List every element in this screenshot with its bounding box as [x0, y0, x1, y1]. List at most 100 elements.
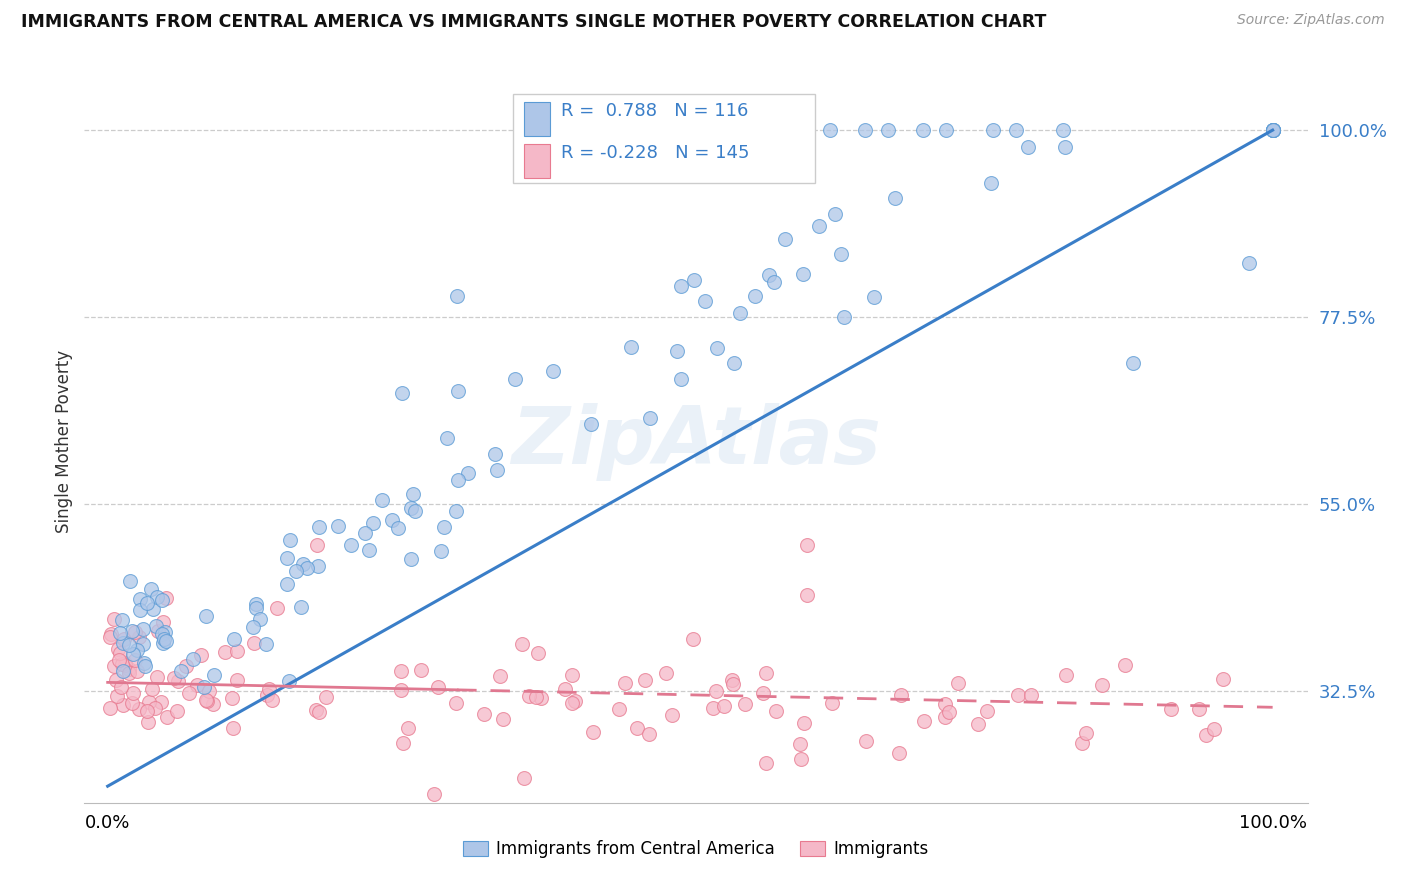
Point	[103, 659, 125, 673]
Point	[980, 176, 1002, 190]
Point	[121, 696, 143, 710]
Point	[1261, 123, 1284, 137]
Point	[661, 707, 683, 722]
Point	[111, 664, 134, 678]
Point	[855, 734, 877, 748]
Point	[163, 671, 186, 685]
Point	[104, 673, 127, 688]
Point	[392, 736, 415, 750]
Point	[146, 670, 169, 684]
Point	[436, 431, 458, 445]
Point	[134, 658, 156, 673]
Point	[824, 207, 846, 221]
Point	[260, 692, 283, 706]
Point	[156, 710, 179, 724]
Point	[582, 724, 605, 739]
Point	[402, 487, 425, 501]
Point	[128, 630, 150, 644]
Point	[1261, 123, 1284, 137]
Point	[290, 599, 312, 614]
Point	[190, 648, 212, 662]
Point	[513, 771, 536, 785]
Point	[353, 526, 375, 541]
Point	[620, 339, 643, 353]
Point	[111, 613, 134, 627]
Text: R = -0.228   N = 145: R = -0.228 N = 145	[561, 145, 749, 162]
Point	[305, 703, 328, 717]
Point	[226, 673, 249, 688]
Point	[734, 698, 756, 712]
Point	[853, 123, 876, 137]
Point	[765, 704, 787, 718]
Point	[505, 372, 527, 386]
Point	[174, 659, 197, 673]
Point	[328, 519, 350, 533]
Point	[704, 684, 727, 698]
Point	[131, 623, 153, 637]
Point	[723, 356, 745, 370]
Point	[100, 627, 122, 641]
Point	[194, 608, 217, 623]
Point	[1007, 688, 1029, 702]
Point	[111, 657, 134, 672]
Point	[682, 632, 704, 647]
Point	[1261, 123, 1284, 137]
Point	[245, 597, 267, 611]
Point	[666, 343, 689, 358]
Point	[541, 363, 564, 377]
Point	[614, 675, 637, 690]
Point	[124, 653, 146, 667]
Point	[118, 639, 141, 653]
Point	[863, 290, 886, 304]
Point	[153, 625, 176, 640]
Point	[554, 682, 576, 697]
Point	[145, 590, 167, 604]
Point	[307, 538, 329, 552]
Point	[114, 657, 136, 672]
Point	[758, 268, 780, 282]
Point	[110, 626, 132, 640]
Point	[444, 696, 467, 710]
Point	[492, 712, 515, 726]
Point	[387, 521, 409, 535]
Point	[713, 698, 735, 713]
Point	[108, 646, 131, 660]
Point	[579, 417, 602, 431]
Point	[266, 600, 288, 615]
Point	[967, 717, 990, 731]
Point	[946, 675, 969, 690]
Point	[381, 513, 404, 527]
Point	[808, 219, 831, 233]
Point	[427, 680, 450, 694]
Point	[935, 123, 957, 137]
Point	[792, 268, 814, 282]
Point	[150, 627, 173, 641]
Point	[1005, 123, 1028, 137]
Point	[242, 636, 264, 650]
Point	[1204, 722, 1226, 736]
Point	[1261, 123, 1284, 137]
Point	[389, 665, 412, 679]
Point	[129, 603, 152, 617]
Point	[457, 466, 479, 480]
Point	[755, 756, 778, 771]
Point	[626, 721, 648, 735]
Point	[152, 636, 174, 650]
Point	[166, 704, 188, 718]
Point	[671, 372, 693, 386]
Point	[118, 574, 141, 589]
Point	[530, 690, 553, 705]
Point	[139, 582, 162, 596]
Point	[723, 677, 745, 691]
Y-axis label: Single Mother Poverty: Single Mother Poverty	[55, 350, 73, 533]
Point	[224, 632, 246, 647]
Point	[152, 615, 174, 629]
Point	[179, 686, 201, 700]
Point	[423, 788, 446, 802]
Text: R =  0.788   N = 116: R = 0.788 N = 116	[561, 103, 748, 120]
Point	[143, 701, 166, 715]
Point	[112, 632, 135, 646]
Point	[150, 593, 173, 607]
Point	[790, 752, 813, 766]
Point	[1021, 688, 1043, 702]
